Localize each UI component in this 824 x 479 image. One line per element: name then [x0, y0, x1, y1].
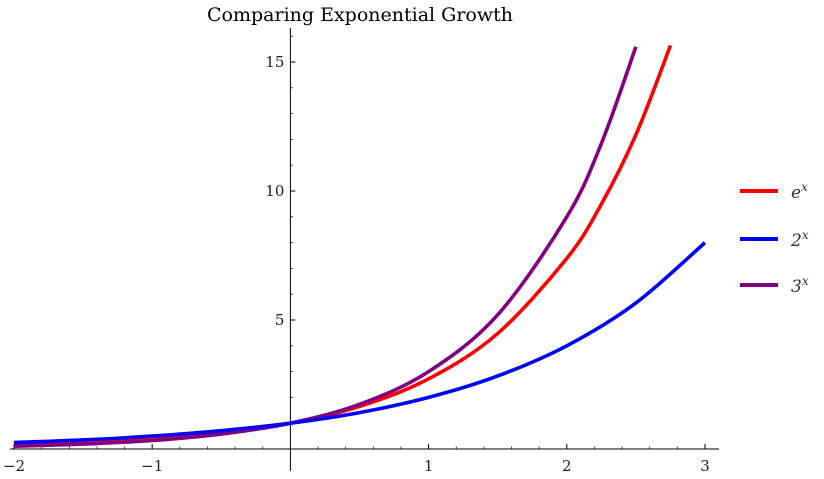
y-tick-label: 5 — [275, 311, 285, 329]
x-tick-label: −1 — [141, 457, 163, 475]
legend-label-2: 3x — [791, 274, 809, 297]
y-tick-label: 15 — [265, 53, 284, 71]
x-tick-label: 2 — [562, 457, 572, 475]
legend-base: e — [791, 183, 801, 203]
x-tick-label: −2 — [3, 457, 25, 475]
legend-base: 3 — [791, 277, 802, 297]
legend-base: 2 — [790, 231, 802, 251]
y-tick-label: 10 — [265, 182, 284, 200]
plot-curves — [13, 44, 707, 448]
x-tick-label: 3 — [700, 457, 710, 475]
legend-label-1: 2x — [790, 228, 809, 251]
chart-title: Comparing Exponential Growth — [207, 4, 513, 26]
legend-exponent: x — [801, 180, 808, 194]
legend-exponent: x — [802, 274, 809, 288]
legend-exponent: x — [802, 228, 809, 242]
series-line-0 — [13, 44, 673, 448]
legend-label-0: ex — [791, 180, 808, 203]
series-line-1 — [13, 241, 707, 445]
axes: −2 −1 1 2 3 5 10 15 — [3, 28, 719, 475]
x-tick-label: 1 — [424, 457, 434, 475]
series-line-2 — [13, 46, 638, 448]
